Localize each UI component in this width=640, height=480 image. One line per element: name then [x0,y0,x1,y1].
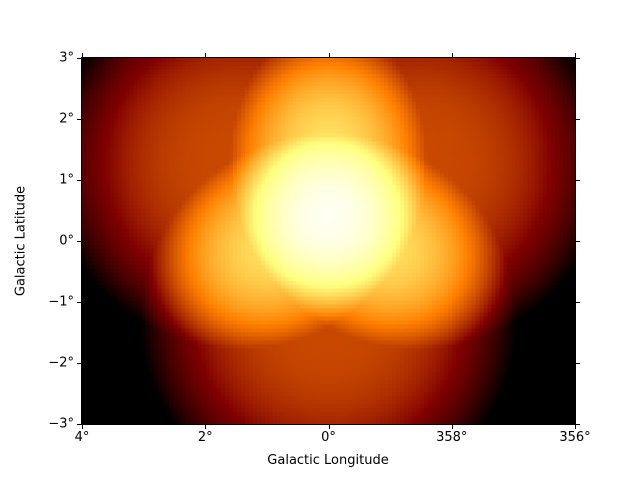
x-tick-top [82,53,83,57]
y-tick [77,119,81,120]
x-tick-top [205,53,207,57]
y-tick [77,241,81,242]
y-axis-label: Galactic Latitude [13,185,29,297]
x-tick-label: 4° [74,430,90,445]
x-tick-top [575,53,576,57]
x-tick [205,425,207,429]
x-tick-label: 358° [436,430,468,445]
y-tick-label: −2° [48,355,74,371]
x-tick-top [328,53,330,57]
y-tick-right [576,180,580,181]
x-tick-label: 0° [321,430,336,445]
exposure-heatmap [82,58,575,424]
y-tick-right [576,119,580,120]
y-tick [77,180,81,181]
x-tick-top [451,53,453,57]
x-axis-label: Galactic Longitude [267,453,389,468]
plot-area: 4° 2° 0° 358° 356° 3° 2° 1° 0° −1° −2° −3° [48,52,590,445]
x-tick-label: 2° [197,430,213,445]
x-tick [328,425,330,429]
y-tick-right [576,424,580,425]
x-tick [451,425,453,429]
y-tick [77,58,81,59]
y-tick-label: 0° [59,233,74,249]
x-tick [82,425,83,429]
y-tick [77,424,81,425]
x-tick [575,425,576,429]
y-tick-label: −3° [48,416,74,432]
y-tick-label: 1° [59,172,74,188]
y-tick-label: −1° [48,294,74,310]
y-tick-right [576,241,580,242]
y-tick-right [576,363,580,364]
y-tick-right [576,58,580,59]
y-tick-label: 3° [59,50,74,66]
x-tick-label: 356° [559,430,591,445]
y-tick-right [576,302,580,303]
y-tick-label: 2° [59,111,74,127]
y-tick [77,302,81,303]
y-tick [77,363,81,364]
